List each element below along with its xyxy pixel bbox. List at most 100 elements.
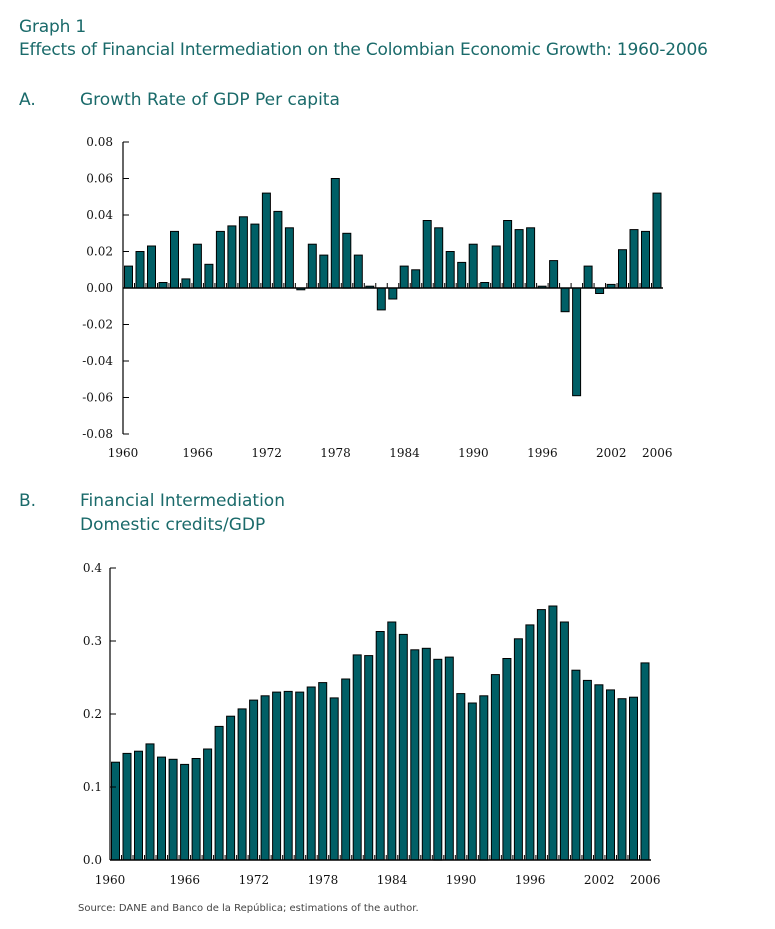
bar-1974 (284, 227, 294, 289)
bar-1981 (352, 654, 362, 861)
y-tick-label: 0.3 (83, 634, 102, 648)
x-tick-label: 1990 (458, 446, 489, 460)
y-tick-label: 0.00 (86, 281, 113, 295)
bar-1973 (273, 210, 283, 289)
bar-1995 (526, 227, 536, 289)
y-tick-label: 0.06 (86, 172, 113, 186)
bar-1963 (145, 743, 155, 861)
bar-1964 (170, 230, 179, 289)
bar-1992 (491, 245, 501, 289)
bar-1973 (260, 695, 270, 861)
bar-1993 (490, 674, 500, 861)
x-tick-label: 1996 (515, 873, 546, 887)
bar-1972 (261, 192, 271, 289)
bar-1962 (134, 750, 143, 861)
bar-1970 (238, 216, 248, 289)
y-tick-label: 0.0 (83, 853, 102, 867)
bar-1968 (215, 230, 225, 289)
bar-2006 (652, 192, 662, 289)
bar-1990 (468, 243, 478, 289)
bar-1968 (203, 748, 213, 861)
bar-1961 (135, 251, 145, 289)
panel-a-title: Growth Rate of GDP Per capita (80, 90, 340, 110)
y-tick-label: 0.08 (86, 135, 113, 149)
bar-1975 (283, 690, 293, 861)
x-tick-label: 1996 (527, 446, 558, 460)
x-tick-label: 1960 (95, 873, 126, 887)
bar-1990 (456, 693, 466, 861)
x-tick-label: 1972 (239, 873, 270, 887)
bar-1987 (434, 227, 444, 289)
x-tick-label: 2002 (596, 446, 627, 460)
x-tick-label: 1984 (377, 873, 408, 887)
bar-1967 (191, 758, 201, 861)
bar-1983 (375, 631, 385, 861)
bar-1998 (548, 605, 558, 861)
bar-2002 (594, 684, 604, 861)
bar-2005 (629, 696, 638, 861)
bar-2005 (641, 230, 650, 289)
bar-1999 (559, 621, 569, 861)
bar-1977 (319, 254, 329, 289)
bar-1964 (157, 756, 166, 861)
bar-1963 (158, 282, 168, 289)
panel-b-title-line2: Domestic credits/GDP (80, 515, 266, 535)
source-note: Source: DANE and Banco de la República; … (78, 903, 419, 914)
bar-1965 (168, 758, 178, 861)
x-tick-label: 1984 (389, 446, 420, 460)
bar-1983 (388, 287, 398, 300)
bar-1998 (560, 287, 570, 313)
bar-1971 (250, 223, 260, 289)
y-tick-label: -0.02 (82, 318, 113, 332)
bar-1960 (124, 265, 133, 289)
bar-1980 (353, 254, 363, 289)
bar-1982 (364, 655, 374, 861)
panel-b-letter: B. (19, 491, 37, 511)
bar-1999 (572, 287, 582, 397)
bar-1978 (330, 178, 340, 289)
bar-1988 (445, 251, 455, 289)
x-tick-label: 2002 (584, 873, 615, 887)
y-tick-label: 0.04 (86, 208, 113, 222)
bar-2006 (640, 662, 650, 861)
x-tick-label: 1978 (308, 873, 339, 887)
bar-1984 (399, 265, 409, 289)
bar-1993 (503, 220, 513, 289)
bar-1989 (457, 261, 467, 289)
bar-1966 (180, 763, 190, 861)
bar-1991 (467, 702, 477, 861)
x-tick-label: 2006 (642, 446, 673, 460)
panel-a-letter: A. (19, 90, 36, 110)
bar-1976 (295, 691, 305, 861)
bar-1992 (479, 695, 489, 861)
chart-a: 0.08 0.06 0.04 0.02 0.00 -0.02 -0.04 -0.06 -0.08… (82, 135, 672, 460)
x-tick-label: 1978 (320, 446, 351, 460)
bar-1982 (376, 287, 386, 311)
bar-1966 (192, 243, 202, 289)
bar-1969 (227, 225, 237, 289)
bar-1965 (181, 278, 191, 289)
bar-1978 (318, 682, 328, 861)
bar-1987 (421, 647, 431, 861)
y-tick-label: -0.04 (82, 354, 113, 368)
bar-2004 (629, 229, 639, 289)
bar-1995 (513, 638, 523, 861)
bar-1989 (444, 656, 454, 861)
bar-1977 (306, 686, 316, 861)
bar-1972 (249, 699, 259, 861)
bar-2003 (606, 689, 615, 861)
bar-1986 (422, 220, 432, 289)
x-tick-label: 1960 (108, 446, 139, 460)
bar-1985 (411, 269, 421, 289)
bar-1984 (387, 621, 397, 861)
y-tick-label: 0.02 (86, 245, 113, 259)
panel-b-title-line1: Financial Intermediation (80, 491, 285, 511)
bar-1996 (525, 624, 535, 861)
bar-1979 (329, 697, 339, 861)
x-tick-label: 1990 (446, 873, 477, 887)
bar-1986 (410, 649, 420, 861)
bar-1970 (226, 715, 236, 861)
bar-2000 (571, 669, 581, 861)
figure-title: Effects of Financial Intermediation on t… (19, 40, 708, 60)
bar-2001 (595, 287, 605, 294)
